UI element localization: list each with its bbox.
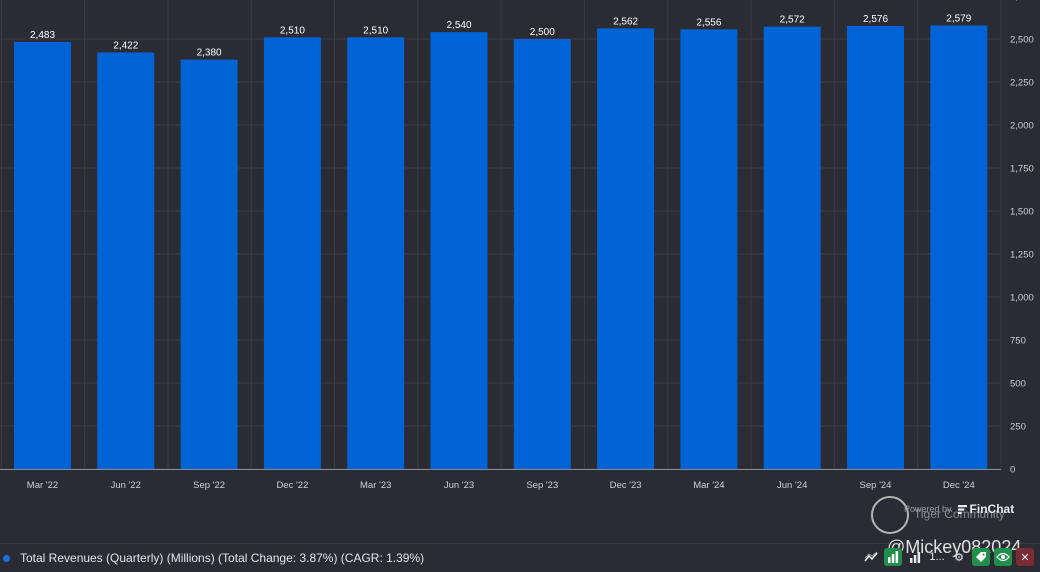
- y-tick-label: 2,000: [1010, 121, 1034, 132]
- x-tick-label: Jun '23: [444, 480, 474, 491]
- bar-value-label: 2,422: [113, 40, 138, 51]
- x-tick-label: Jun '24: [777, 480, 807, 491]
- finchat-logo-icon: [957, 504, 967, 514]
- powered-by-label: Powered by: [904, 504, 952, 514]
- watermark-community-text: Tiger Community: [914, 507, 1005, 521]
- y-tick-label: 1,500: [1010, 207, 1034, 218]
- y-tick-label: 250: [1010, 422, 1026, 433]
- finchat-brand[interactable]: Powered by FinChat: [904, 502, 1014, 516]
- x-tick-label: Sep '22: [193, 480, 225, 491]
- y-tick-label: 2,750: [1010, 0, 1034, 3]
- bar[interactable]: [513, 39, 571, 469]
- y-tick-label: 2,500: [1010, 35, 1034, 46]
- finchat-name: FinChat: [969, 502, 1015, 516]
- bar[interactable]: [97, 52, 155, 469]
- settings-icon[interactable]: ⚙: [954, 551, 964, 564]
- data-labels: 2,483 2,422 2,380 2,510 2,510 2,540 2,500 2,562…: [30, 13, 972, 58]
- x-tick-label: Dec '22: [276, 480, 308, 491]
- y-tick-label: 1,750: [1010, 164, 1034, 175]
- legend-bar: Total Revenues (Quarterly) (Millions) (T…: [0, 543, 1040, 572]
- x-tick-label: Sep '24: [860, 480, 892, 491]
- y-tick-label: 1,000: [1010, 293, 1034, 304]
- y-tick-label: 750: [1010, 336, 1026, 347]
- y-tick-label: 0: [1010, 465, 1015, 476]
- bar-chart-icon[interactable]: [884, 548, 902, 566]
- y-tick-label: 2,250: [1010, 78, 1034, 89]
- revenue-bar-chart: 2,483 2,422 2,380 2,510 2,510 2,540 2,500 2,562…: [0, 0, 1034, 491]
- bar-value-label: 2,510: [363, 25, 388, 36]
- bar-value-label: 2,562: [613, 16, 638, 27]
- bar-value-label: 2,540: [446, 20, 471, 31]
- x-tick-label: Mar '22: [27, 480, 58, 491]
- bar[interactable]: [430, 32, 488, 470]
- watermark-logo: [871, 496, 909, 534]
- bar[interactable]: [930, 25, 988, 470]
- line-chart-icon[interactable]: [862, 548, 880, 566]
- y-axis-ticks: 0 250 500 750 1,000 1,250 1,500 1,750 2,000 2,250…: [1010, 0, 1034, 476]
- legend-marker: [3, 554, 10, 562]
- bar-value-label: 2,483: [30, 30, 55, 41]
- x-axis-ticks: Mar '22 Jun '22 Sep '22 Dec '22 Mar '23 Jun '…: [27, 480, 975, 491]
- bar[interactable]: [847, 25, 904, 469]
- x-tick-label: Dec '23: [610, 480, 642, 491]
- bar-value-label: 2,380: [197, 48, 222, 59]
- x-tick-label: Sep '23: [526, 480, 558, 491]
- legend-series-label[interactable]: Total Revenues (Quarterly) (Millions) (T…: [20, 551, 425, 565]
- close-icon[interactable]: ✕: [1016, 548, 1034, 566]
- bar[interactable]: [763, 26, 821, 470]
- more-icon[interactable]: 1...: [929, 551, 945, 563]
- y-tick-label: 500: [1010, 379, 1026, 390]
- tag-icon[interactable]: [972, 548, 990, 566]
- x-tick-label: Mar '24: [693, 480, 724, 491]
- bar-value-label: 2,576: [863, 14, 888, 25]
- y-tick-label: 1,250: [1010, 250, 1034, 261]
- bar[interactable]: [597, 28, 655, 470]
- bar-value-label: 2,510: [280, 25, 305, 36]
- bar-value-label: 2,572: [780, 15, 805, 26]
- bar[interactable]: [680, 29, 738, 469]
- bar[interactable]: [347, 37, 405, 469]
- x-tick-label: Mar '23: [360, 480, 391, 491]
- bars: [14, 25, 988, 470]
- bar[interactable]: [14, 41, 71, 469]
- bar-value-label: 2,579: [946, 13, 971, 24]
- x-tick-label: Dec '24: [943, 480, 975, 491]
- bar-value-label: 2,500: [530, 27, 555, 38]
- bar[interactable]: [180, 59, 238, 469]
- x-tick-label: Jun '22: [111, 480, 141, 491]
- bar-value-label: 2,556: [696, 17, 721, 28]
- eye-icon[interactable]: [994, 548, 1012, 566]
- chart-toolbar: 1... ⚙ ✕: [862, 548, 1034, 566]
- bar[interactable]: [263, 37, 321, 469]
- stacked-bar-icon[interactable]: [906, 548, 924, 566]
